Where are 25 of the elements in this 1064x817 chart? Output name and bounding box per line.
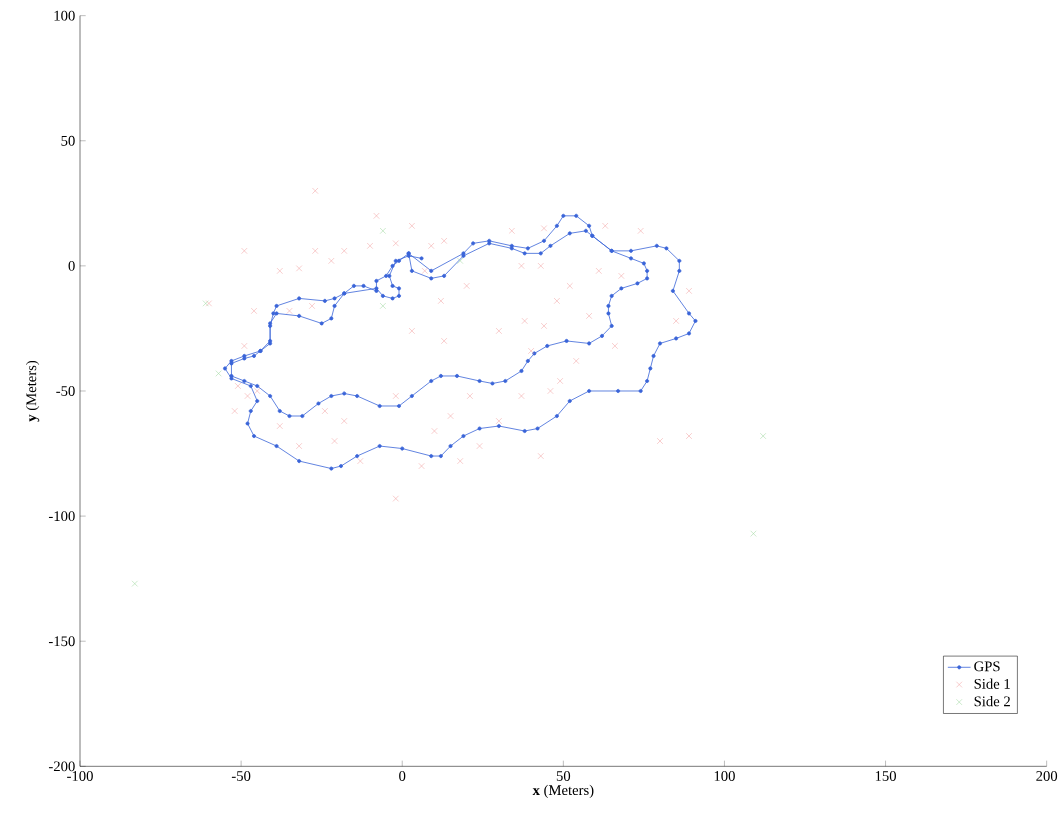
x-tick-label: 200	[1036, 771, 1058, 781]
x-tick-label: -50	[231, 771, 251, 781]
point	[379, 227, 386, 234]
point	[760, 432, 767, 440]
legend-label: Side 1	[974, 678, 1010, 689]
y-tick-label: 100	[54, 10, 75, 21]
y-tick-label: 0	[68, 260, 75, 271]
x-axis-title: x (Meters)	[532, 784, 594, 799]
x-tick-label: 50	[556, 771, 571, 781]
x-tick-label: 0	[399, 771, 406, 781]
point	[750, 530, 757, 537]
y-tick-label: -100	[48, 511, 75, 522]
point	[131, 580, 138, 587]
y-tick-label: 50	[61, 135, 75, 146]
x-tick-label: 100	[714, 771, 735, 781]
legend-label: Side 2	[974, 696, 1010, 707]
y-tick-label: -50	[56, 386, 75, 396]
x-tick-label: 150	[875, 771, 896, 781]
y-tick-label: -200	[48, 761, 75, 772]
point	[215, 370, 222, 377]
legend-label: GPS	[974, 661, 1000, 672]
y-tick-label: -150	[48, 636, 75, 647]
point	[379, 302, 386, 310]
point	[457, 257, 464, 264]
y-axis-title: y (Meters)	[25, 360, 40, 422]
